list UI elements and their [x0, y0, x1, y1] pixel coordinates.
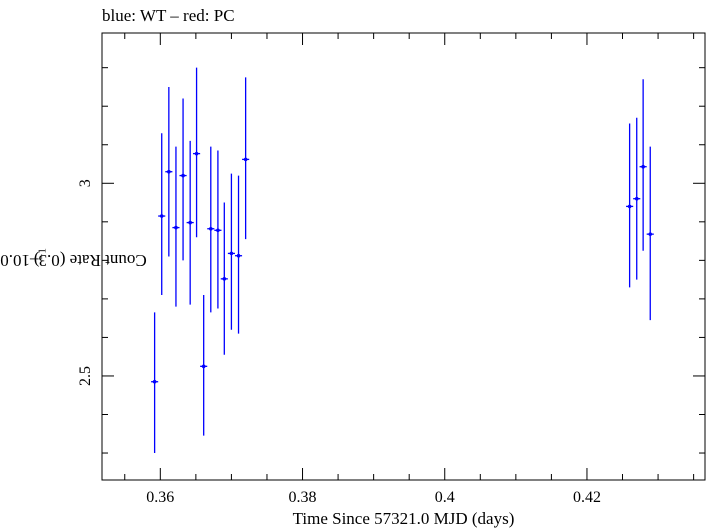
data-point: [243, 157, 248, 162]
data-point: [167, 169, 171, 174]
x-tick-label: 0.4: [435, 489, 455, 506]
axis-ticks: 0.36 0.38 0.4 0.42 2.5 3: [77, 33, 705, 506]
chart-title: blue: WT – red: PC: [102, 6, 235, 25]
plot-frame: [101, 32, 706, 481]
data-point: [181, 173, 185, 178]
y-tick-label: 3: [77, 179, 94, 187]
x-axis-label: Time Since 57321.0 MJD (days): [292, 509, 515, 528]
data-point: [201, 364, 206, 369]
x-tick-label: 0.42: [573, 489, 601, 506]
data-points: [151, 67, 654, 454]
data-point: [634, 196, 639, 201]
x-tick-label: 0.38: [289, 489, 317, 506]
data-point: [159, 214, 164, 218]
data-point: [641, 164, 645, 169]
x-tick-label: 0.36: [146, 489, 174, 506]
data-point: [222, 277, 227, 281]
y-tick-label: 2.5: [77, 366, 94, 386]
data-point: [627, 204, 632, 209]
data-point: [229, 251, 234, 256]
data-point: [208, 226, 213, 231]
data-point: [188, 220, 192, 225]
data-point: [174, 225, 178, 230]
data-point: [194, 151, 199, 156]
data-point: [236, 253, 241, 258]
data-point: [216, 228, 220, 233]
data-point: [648, 232, 653, 236]
data-point: [152, 379, 157, 384]
